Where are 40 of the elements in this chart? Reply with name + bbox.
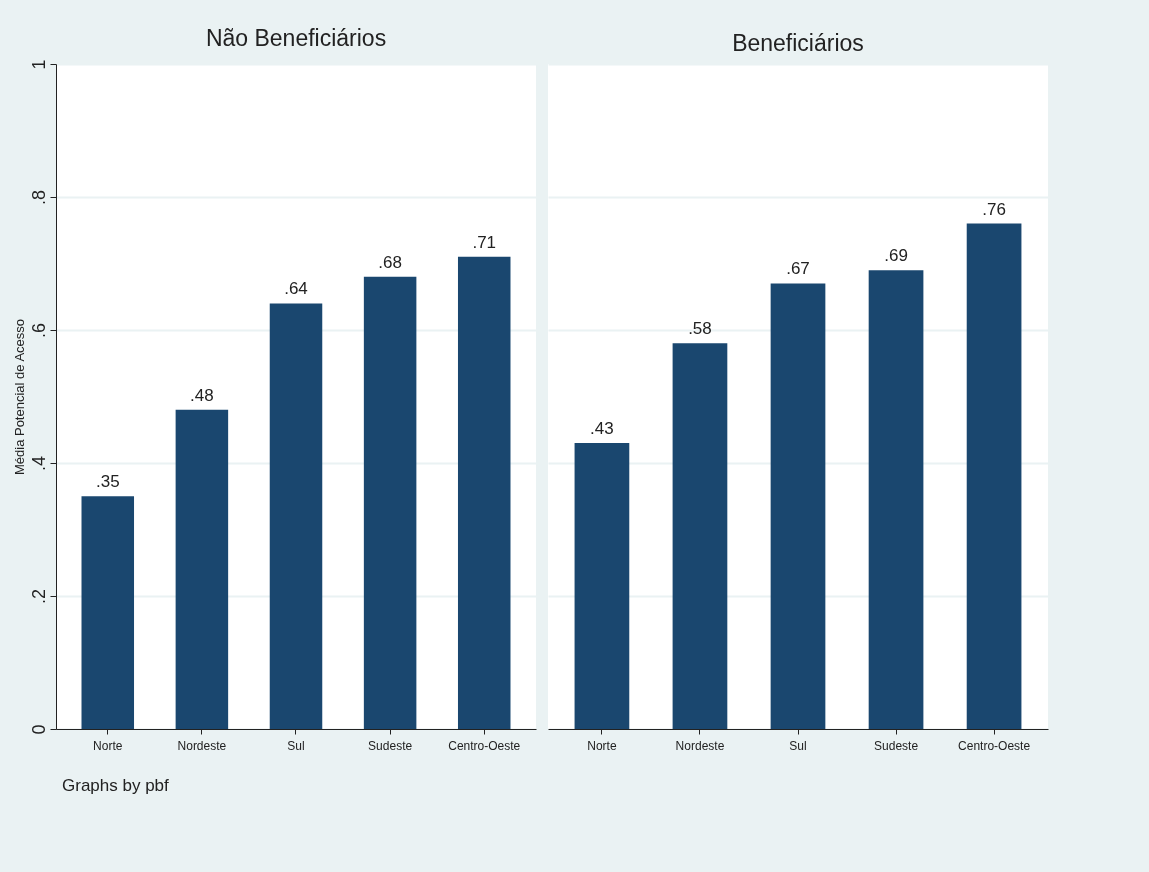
x-tick-label: Sudeste [368, 738, 413, 753]
y-tick-label: .4 [28, 455, 49, 472]
x-tick-label: Centro-Oeste [448, 738, 521, 753]
bar [868, 270, 924, 729]
data-label: .64 [284, 279, 308, 299]
data-label: .35 [95, 472, 120, 492]
y-tick-label: .6 [28, 322, 49, 339]
y-tick-label: 0 [28, 724, 49, 735]
y-tick-label: 1 [28, 59, 49, 70]
data-label: .76 [982, 199, 1006, 219]
x-tick-label: Norte [93, 738, 123, 753]
bar [175, 409, 229, 729]
x-tick-label: Sudeste [874, 738, 919, 753]
chart-title: Beneficiários [732, 30, 864, 56]
x-tick-label: Nordeste [675, 738, 725, 753]
y-axis-title: Média Potencial de Acesso [11, 318, 27, 476]
data-label: .58 [688, 319, 712, 339]
bar [574, 443, 630, 729]
bar [672, 343, 728, 729]
x-tick-label: Nordeste [177, 738, 227, 753]
bar [966, 223, 1022, 729]
data-label: .67 [786, 259, 810, 279]
bar [770, 283, 826, 729]
x-tick-label: Sul [287, 738, 305, 753]
data-label: .69 [884, 246, 908, 266]
text: Graphs by pbf [62, 776, 170, 796]
x-tick-label: Sul [789, 738, 807, 753]
bar [457, 256, 511, 729]
data-label: .68 [378, 252, 402, 272]
bar [269, 303, 323, 729]
y-tick-label: .2 [28, 588, 49, 605]
data-label: .43 [590, 419, 614, 439]
x-tick-label: Centro-Oeste [958, 738, 1031, 753]
data-label: .48 [190, 385, 214, 405]
chart-title: Não Beneficiários [205, 24, 387, 51]
bar [363, 276, 417, 729]
bar [81, 496, 135, 729]
data-label: .71 [472, 232, 497, 252]
y-tick-label: .8 [28, 189, 49, 206]
x-tick-label: Norte [587, 738, 617, 753]
